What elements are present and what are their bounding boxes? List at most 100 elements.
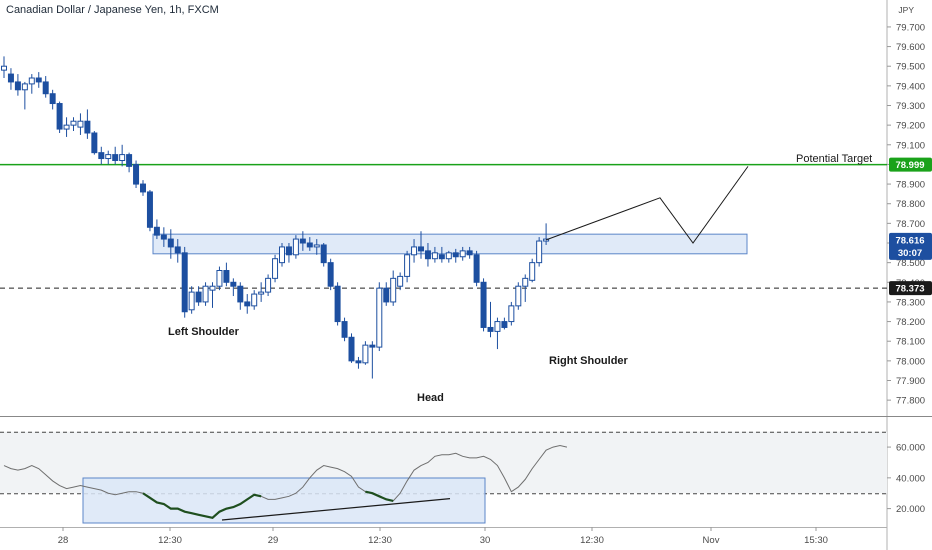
last-price-tag: 78.616 30:07	[889, 232, 932, 260]
potential-target-label: Potential Target	[796, 153, 872, 165]
candle-body	[362, 344, 369, 364]
candle-body	[112, 154, 119, 162]
rsi-tick-label: 20.000	[896, 504, 925, 515]
candle-body	[285, 246, 292, 256]
candle-body	[369, 344, 376, 348]
candle-body	[153, 226, 160, 236]
left-shoulder-label: Left Shoulder	[168, 326, 240, 338]
candle-body	[536, 240, 543, 264]
candle-body	[313, 244, 320, 248]
candle-body	[188, 291, 195, 311]
candle-body	[418, 246, 424, 252]
candle-body	[195, 291, 202, 303]
price-tick-label: 78.900	[896, 180, 925, 191]
rsi-axis: 60.000 40.000 20.000	[887, 443, 925, 515]
candle-body	[174, 246, 181, 254]
price-tick-label: 79.500	[896, 62, 925, 73]
candle-body	[28, 77, 35, 85]
price-tick-label: 79.100	[896, 140, 925, 151]
support-level-tag: 78.373	[889, 281, 932, 296]
head-label: Head	[417, 392, 444, 404]
candle-body	[487, 326, 494, 332]
price-tick-label: 78.500	[896, 258, 925, 269]
candle-body	[119, 154, 126, 162]
candle-body	[452, 252, 459, 258]
candle-body	[237, 285, 244, 303]
candle-body	[146, 191, 153, 228]
candle-body	[244, 301, 251, 307]
candle-body	[376, 287, 383, 348]
candle-body	[390, 277, 397, 303]
rsi-group	[3, 445, 568, 520]
last-price-text: 78.616	[895, 235, 924, 246]
price-tick-label: 79.700	[896, 22, 925, 33]
rsi-highlight-segment	[142, 492, 262, 520]
candle-body	[480, 281, 487, 328]
price-tick-label: 78.800	[896, 199, 925, 210]
candle-body	[508, 305, 515, 323]
candle-body	[306, 242, 313, 248]
price-tick-label: 79.600	[896, 42, 925, 53]
target-price-tag: 78.999	[889, 157, 932, 172]
rsi-tick-label: 60.000	[896, 443, 925, 454]
time-tick-label: 12:30	[158, 535, 182, 546]
support-tag-text: 78.373	[895, 284, 924, 295]
candle-body	[140, 183, 146, 193]
candle-body	[327, 262, 334, 287]
candle-body	[265, 277, 272, 293]
time-tick-label: Nov	[703, 535, 720, 546]
candle-body	[91, 132, 98, 154]
candle-body	[7, 73, 14, 83]
candle-body	[473, 254, 480, 283]
candle-body	[543, 238, 550, 242]
candle-body	[445, 252, 452, 260]
candle-body	[167, 238, 174, 248]
candle-body	[501, 321, 508, 328]
candle-body	[14, 81, 21, 91]
candle-body	[529, 262, 536, 281]
candle-body	[70, 120, 77, 126]
candle-body	[320, 244, 327, 264]
price-tick-label: 79.300	[896, 101, 925, 112]
candle-body	[522, 277, 529, 287]
candle-body	[181, 252, 188, 313]
time-tick-label: 29	[268, 535, 279, 546]
time-tick-label: 12:30	[368, 535, 392, 546]
candle-body	[411, 246, 418, 256]
time-tick-label: 12:30	[580, 535, 604, 546]
candle-body	[63, 124, 70, 130]
time-tick-label: 28	[58, 535, 69, 546]
candle-body	[133, 163, 140, 185]
candle-body	[202, 285, 209, 303]
projection-path[interactable]	[545, 166, 749, 244]
price-tick-label: 78.700	[896, 219, 925, 230]
chart-title: Canadian Dollar / Japanese Yen, 1h, FXCM	[6, 4, 219, 16]
candle-body	[515, 285, 522, 307]
resistance-zone[interactable]	[152, 233, 748, 255]
candle-body	[348, 336, 355, 362]
candle-body	[230, 281, 237, 287]
candle-body	[35, 77, 42, 83]
candle-body	[334, 285, 341, 323]
candle-body	[251, 293, 258, 307]
candle-body	[404, 254, 411, 277]
candle-body	[1, 65, 7, 71]
candle-body	[21, 83, 28, 91]
candle-body	[77, 120, 84, 128]
candle-body	[258, 291, 265, 295]
rsi-trendline[interactable]	[221, 498, 451, 521]
last-price-tag-bg	[889, 232, 932, 260]
candle-body	[272, 258, 279, 279]
candle-body	[424, 250, 431, 260]
candle-body	[494, 321, 501, 332]
support-tag-bg	[889, 281, 932, 296]
time-axis: 28 12:30 29 12:30 30 12:30 Nov 15:30	[58, 527, 828, 546]
rsi-divergence-box[interactable]	[82, 477, 486, 524]
candle-body	[431, 252, 438, 260]
candles-group	[1, 56, 550, 379]
candle-body	[84, 120, 91, 134]
rsi-highlight-segment	[365, 490, 394, 502]
countdown-text: 30:07	[898, 248, 922, 259]
candle-body	[49, 93, 56, 105]
